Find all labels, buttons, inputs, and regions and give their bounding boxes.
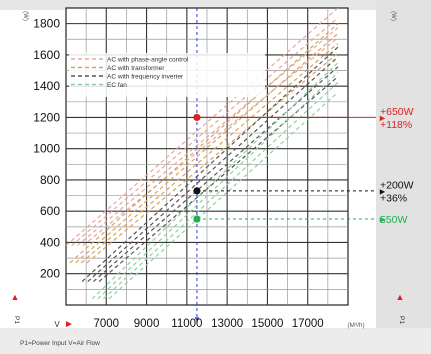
annotation-line: +200W (380, 179, 414, 191)
series-line (82, 37, 339, 247)
y-axis-arrow-left: ▲ (11, 292, 20, 302)
series-1 (65, 7, 339, 247)
series-layer (65, 7, 339, 300)
legend-label: AC with transformer (107, 65, 165, 72)
series-4 (91, 62, 339, 300)
series-line (81, 46, 339, 282)
x-tick-label: 7000 (93, 318, 119, 330)
annotation-line: +36% (380, 192, 407, 204)
guide-layer: ▼ ► ► ► (193, 8, 387, 324)
y-unit-label-right: (W) (390, 11, 396, 21)
x-axis-symbol: V (54, 320, 60, 329)
series-line (69, 23, 339, 264)
operating-flow-arrow: ▼ (193, 315, 201, 324)
top-border-band (0, 0, 431, 10)
y-tick-label: 1200 (33, 110, 60, 124)
x-tick-label: 17000 (292, 318, 324, 330)
marker-guide-arrow: ► (378, 113, 387, 123)
y-axis-symbol-left: P1 (13, 316, 20, 324)
series-line (75, 33, 339, 264)
x-tick-label: 11000 (171, 318, 202, 330)
x-unit-label: (M³/h) (347, 322, 364, 329)
y-tick-label: 400 (40, 235, 60, 249)
grid-layer (65, 7, 349, 306)
y-tick-label: 1800 (33, 17, 60, 31)
y-axis-arrow-right: ▲ (396, 292, 405, 302)
marker-layer (193, 113, 201, 223)
y-axis-symbol-right: P1 (398, 316, 405, 324)
operating-point-red-point (193, 113, 201, 122)
series-line (91, 62, 339, 300)
operating-point-black-point (193, 187, 201, 195)
series-line (86, 52, 339, 264)
legend-label: EC fan (107, 82, 127, 89)
legend-label: AC with phase-angle control (107, 57, 189, 64)
series-line (87, 56, 339, 282)
y-unit-label-left: (W) (22, 11, 28, 21)
y-tick-label: 1400 (33, 79, 60, 93)
series-2 (69, 23, 339, 264)
series-line (97, 72, 339, 300)
marker-guide-arrow: ► (378, 215, 387, 225)
series-line (92, 66, 339, 283)
annotation-line: +118% (380, 119, 412, 131)
x-tick-label: 15000 (251, 318, 283, 330)
operating-point-green-point (193, 215, 201, 223)
bottom-band (0, 328, 431, 354)
marker-guide-arrow: ► (378, 186, 387, 196)
y-tick-label: 1600 (33, 48, 60, 62)
label-layer: 200 400 600 800 1000 1200 1400 1600 1800 7000 9000… (11, 11, 414, 347)
legend-label: AC with frequency inverter (107, 74, 184, 81)
y-tick-label: 600 (40, 204, 60, 218)
legend-box (69, 53, 265, 97)
annotation-line: 550W (380, 214, 408, 226)
y-tick-label: 800 (40, 173, 60, 187)
y-tick-label: 1000 (33, 142, 60, 156)
footnote: P1=Power Input V=Air Flow (20, 340, 100, 347)
series-line (76, 27, 339, 247)
y-tick-label: 200 (40, 267, 60, 281)
series-line (80, 42, 339, 264)
series-line (71, 17, 339, 247)
annotation-line: +650W (380, 106, 414, 118)
x-tick-label: 9000 (134, 318, 160, 330)
x-tick-label: 13000 (211, 318, 243, 330)
right-side-band (376, 0, 431, 354)
series-line (108, 91, 339, 300)
x-axis-arrow: ► (64, 319, 74, 330)
